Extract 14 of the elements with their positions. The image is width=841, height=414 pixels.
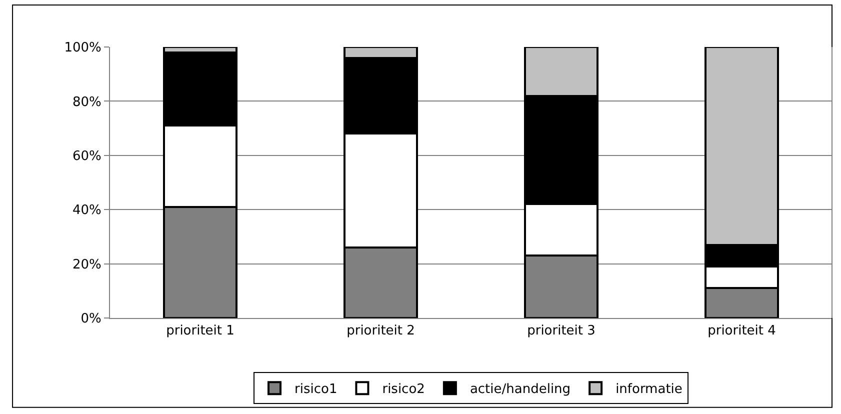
y-tick-label: 20%: [72, 257, 102, 272]
legend-label: informatie: [616, 382, 682, 398]
y-tick-label: 0%: [80, 312, 102, 327]
x-tick-label: prioriteit 2: [346, 324, 415, 339]
x-tick-label: prioriteit 4: [708, 324, 776, 339]
y-tick-label: 40%: [72, 203, 102, 218]
legend-label: actie/handeling: [470, 382, 571, 398]
legend-label: risico1: [294, 382, 338, 398]
y-tick-label: 80%: [72, 94, 102, 110]
y-tick-label: 100%: [64, 40, 102, 56]
x-tick-label: prioriteit 3: [527, 324, 596, 339]
y-tick-label: 60%: [72, 148, 102, 164]
x-tick-label: prioriteit 1: [166, 324, 234, 339]
legend-label: risico2: [382, 382, 425, 398]
